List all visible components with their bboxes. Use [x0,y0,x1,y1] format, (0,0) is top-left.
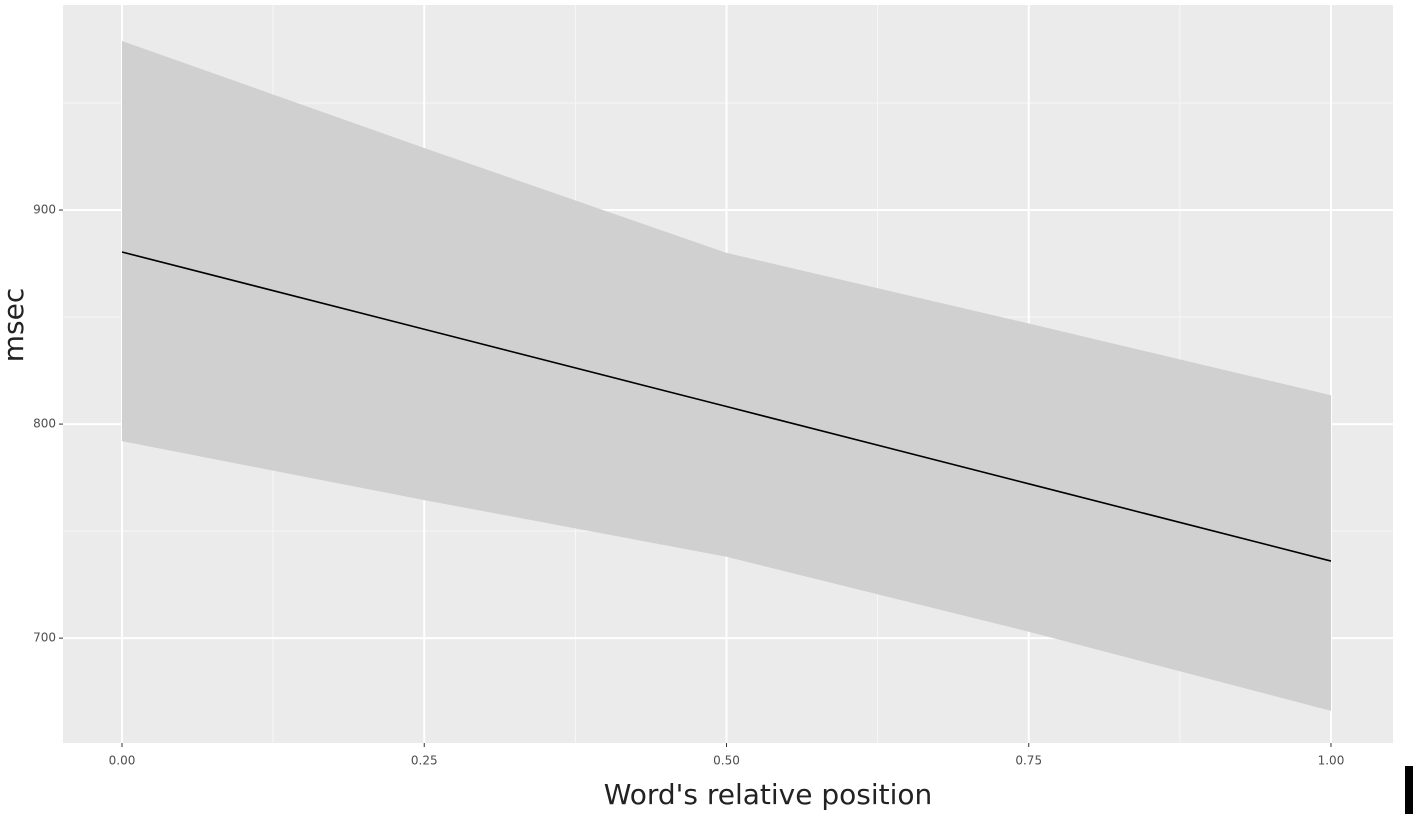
x-axis-title: Word's relative position [604,778,933,811]
y-tick-label: 700 [33,631,56,645]
x-tick-label: 1.00 [1318,754,1345,768]
cursor-artifact [1405,766,1413,814]
confidence-band [121,40,1331,711]
x-tick-label: 0.75 [1015,754,1042,768]
x-tick-label: 0.00 [109,754,136,768]
y-axis-title: msec [0,288,30,362]
y-tick-label: 900 [33,203,56,217]
y-tick-label: 800 [33,417,56,431]
line [121,251,1332,562]
x-tick-label: 0.25 [411,754,438,768]
x-tick-label: 0.50 [713,754,740,768]
